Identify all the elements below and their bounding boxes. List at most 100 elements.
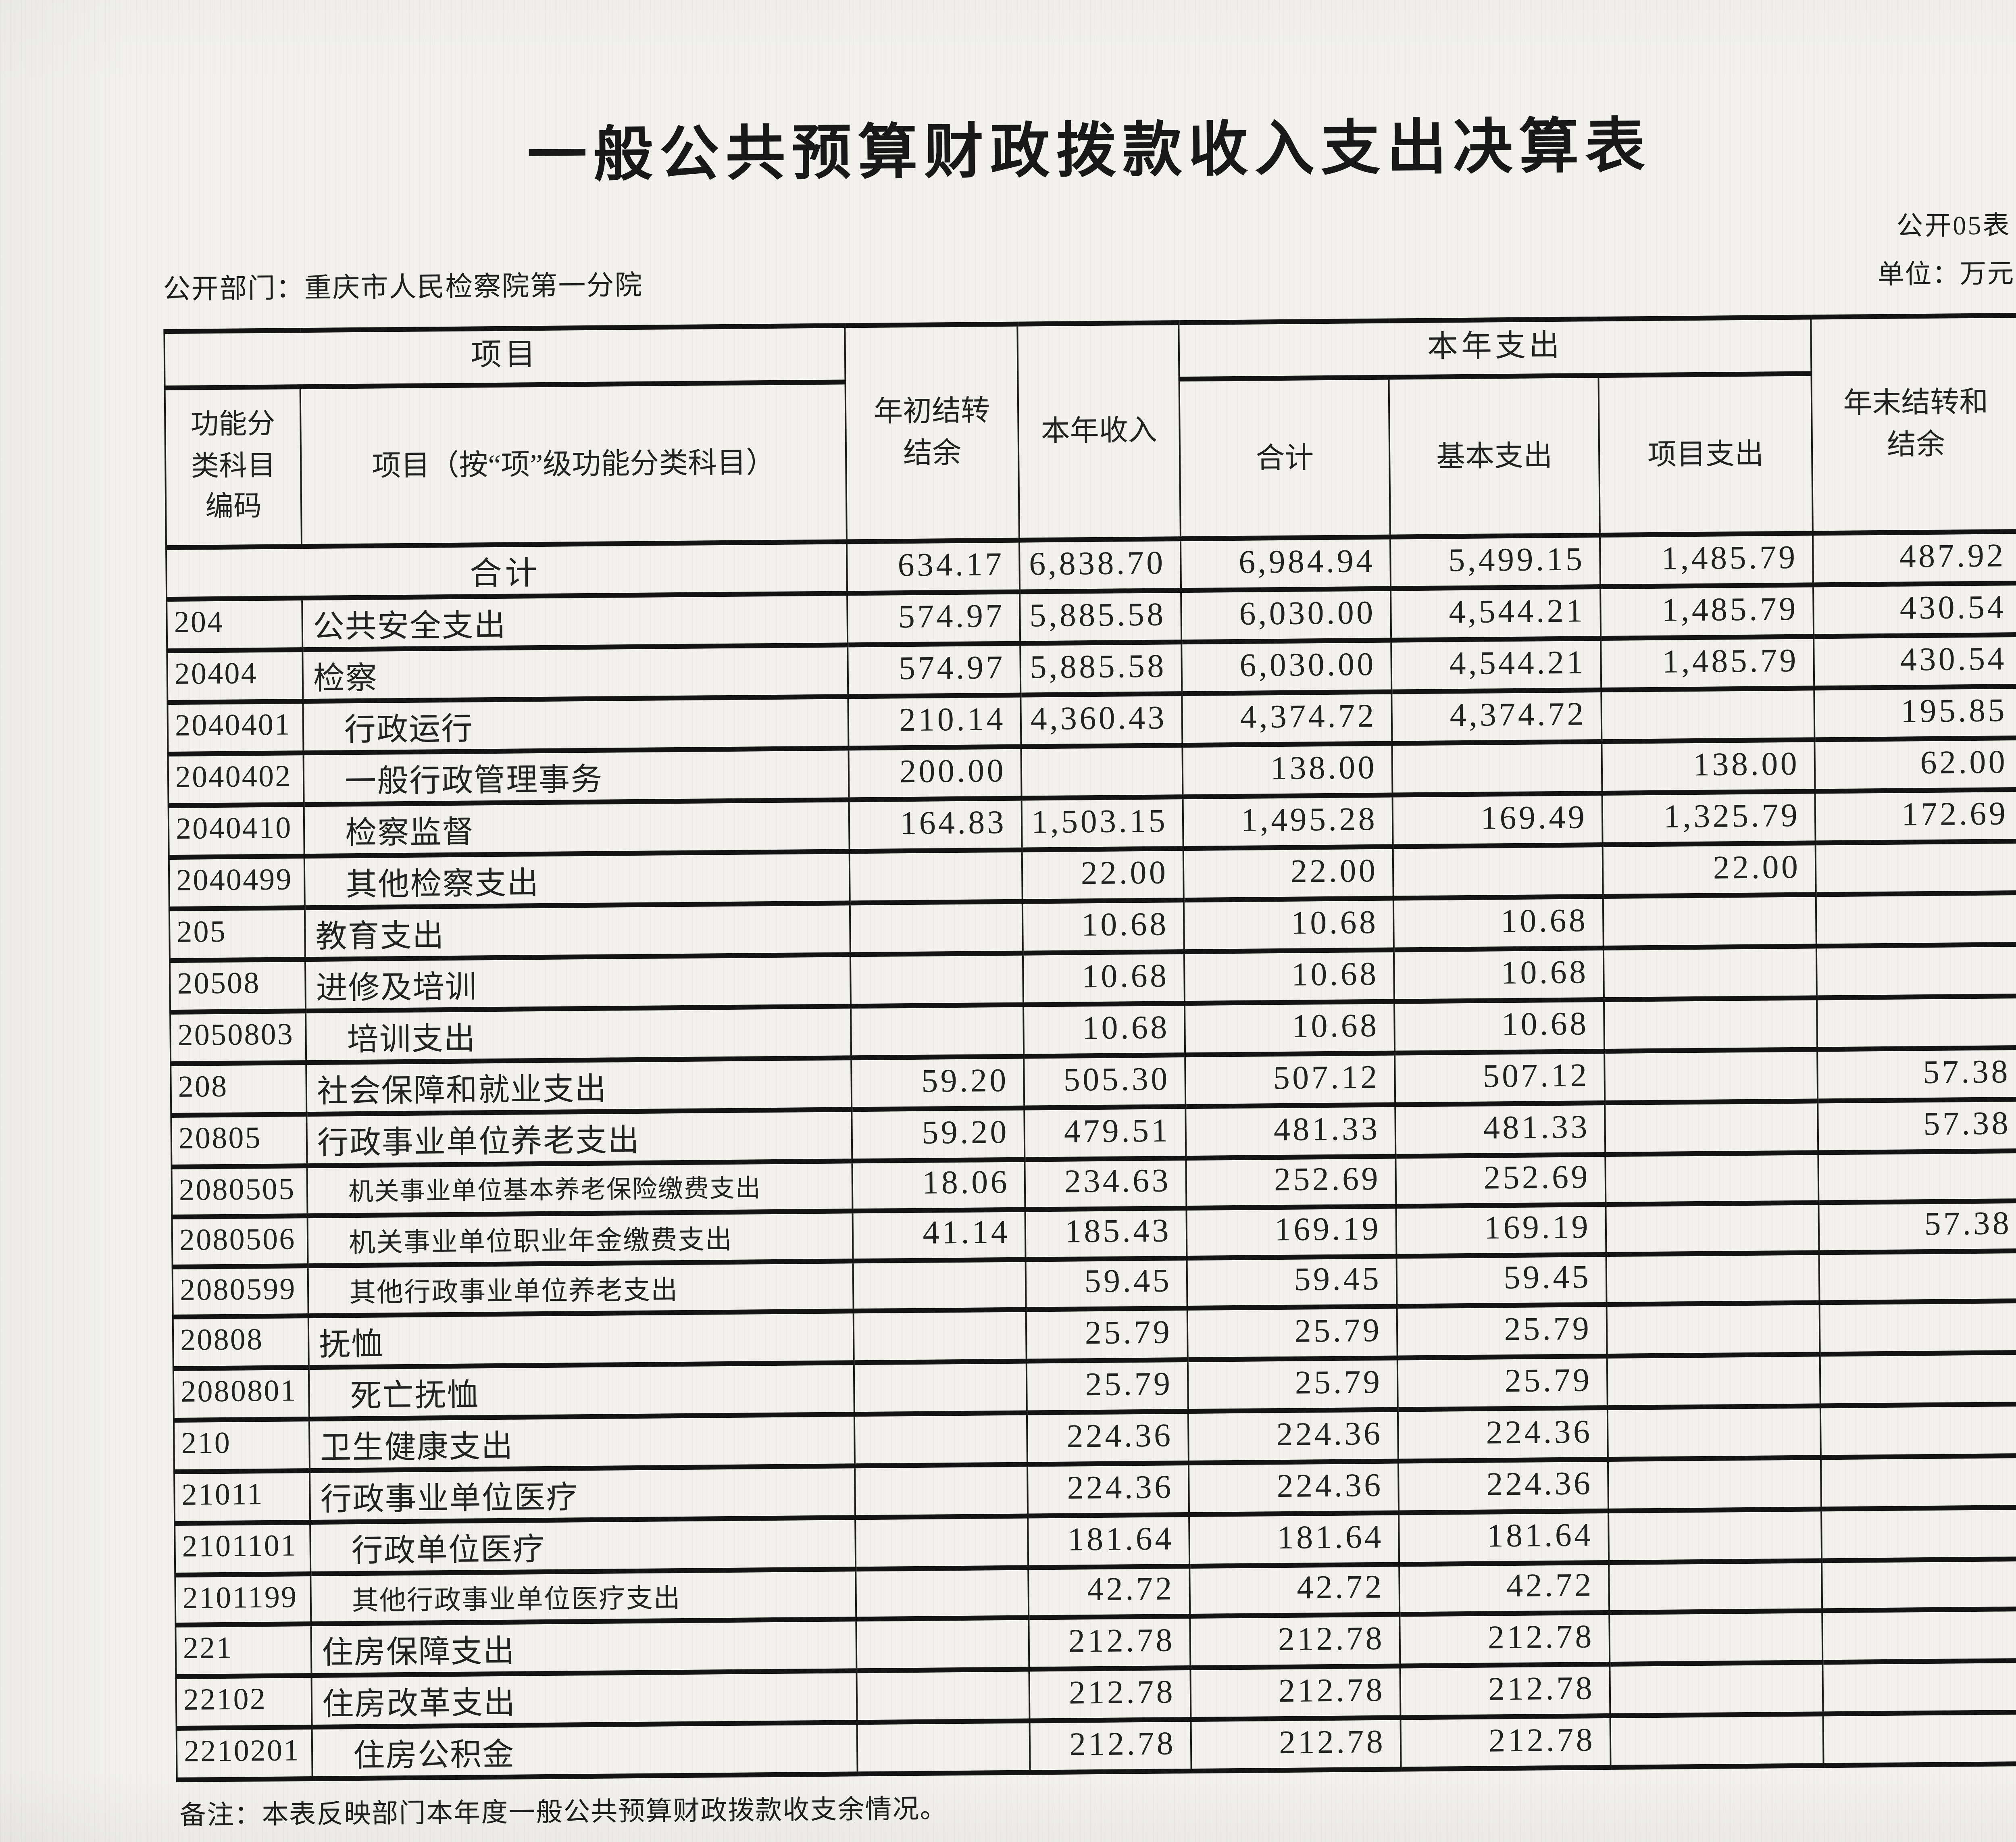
cell-value: 4,360.43 <box>1020 693 1183 746</box>
cell-value: 1,485.79 <box>1600 584 1814 638</box>
cell-value: 224.36 <box>1398 1459 1609 1513</box>
cell-value <box>1816 892 2016 946</box>
cell-value <box>1605 1100 1818 1154</box>
cell-name: 检察监督 <box>304 799 850 856</box>
cell-value: 185.43 <box>1025 1207 1187 1259</box>
cell-name: 行政事业单位养老支出 <box>306 1109 852 1165</box>
cell-value: 574.97 <box>848 642 1021 696</box>
cell-value: 6,838.70 <box>1019 538 1181 591</box>
cell-name: 社会保障和就业支出 <box>306 1057 852 1114</box>
header-expense-total: 合计 <box>1179 376 1390 538</box>
header-project-name: 项目（按“项”级功能分类科目） <box>300 381 847 546</box>
header-current-income: 本年收入 <box>1017 323 1181 540</box>
cell-name: 住房改革支出 <box>311 1670 857 1727</box>
cell-value: 252.69 <box>1395 1154 1606 1206</box>
cell-value: 212.78 <box>1191 1717 1401 1771</box>
cell-value: 1,325.79 <box>1602 790 1816 844</box>
cell-value: 507.12 <box>1185 1052 1395 1106</box>
form-number: 公开05表 <box>1896 210 2011 242</box>
cell-code: 208 <box>171 1062 307 1115</box>
cell-value: 22.00 <box>1602 842 1816 896</box>
cell-value <box>1393 844 1603 898</box>
cell-value: 224.36 <box>1188 1409 1398 1463</box>
cell-code: 2040410 <box>168 804 304 857</box>
header-basic-expense: 基本支出 <box>1389 375 1600 536</box>
cell-value: 59.45 <box>1025 1258 1187 1309</box>
cell-name: 卫生健康支出 <box>309 1414 855 1471</box>
cell-value: 4,544.21 <box>1391 586 1601 640</box>
cell-value <box>856 1617 1029 1671</box>
cell-value: 479.51 <box>1024 1106 1186 1159</box>
cell-value: 22.00 <box>1183 846 1393 900</box>
cell-name: 其他检察支出 <box>304 850 850 907</box>
cell-value: 25.79 <box>1187 1357 1398 1411</box>
cell-value: 5,499.15 <box>1390 534 1601 588</box>
cell-value: 138.00 <box>1602 739 1815 793</box>
cell-value <box>1604 997 1818 1051</box>
cell-value: 22.00 <box>1022 848 1184 901</box>
cell-code: 2080506 <box>172 1215 308 1267</box>
cell-value <box>855 1464 1028 1517</box>
cell-value: 505.30 <box>1024 1054 1186 1107</box>
cell-value: 164.83 <box>849 797 1022 851</box>
cell-value: 430.54 <box>1814 634 2016 688</box>
cell-value: 169.19 <box>1186 1206 1397 1258</box>
footer-note: 备注：本表反映部门本年度一般公共预算财政拨款收支余情况。 <box>179 1793 948 1831</box>
cell-code: 20808 <box>173 1315 309 1369</box>
cell-value: 6,030.00 <box>1181 639 1392 693</box>
cell-value <box>1610 1662 1823 1716</box>
cell-name: 住房保障支出 <box>311 1619 857 1675</box>
cell-code: 2080599 <box>172 1265 308 1317</box>
cell-name: 死亡抚恤 <box>308 1362 854 1419</box>
cell-value <box>1608 1509 1822 1563</box>
cell-name: 培训支出 <box>306 1005 852 1062</box>
cell-value: 169.19 <box>1396 1204 1606 1256</box>
cell-value: 10.68 <box>1023 1002 1185 1056</box>
cell-code: 2210201 <box>176 1727 312 1780</box>
cell-name: 机关事业单位基本养老保险缴费支出 <box>307 1160 853 1215</box>
cell-value: 59.45 <box>1396 1254 1607 1306</box>
cell-code: 2080505 <box>171 1165 308 1217</box>
cell-value <box>1607 1405 1821 1459</box>
cell-value <box>1822 1660 2016 1714</box>
cell-value: 224.36 <box>1397 1407 1608 1461</box>
cell-value: 42.72 <box>1399 1562 1610 1615</box>
cell-value: 252.69 <box>1186 1155 1396 1208</box>
cell-value: 10.68 <box>1184 949 1395 1003</box>
cell-value: 42.72 <box>1189 1564 1400 1616</box>
header-project-group: 项目 <box>164 325 846 388</box>
table-body: 合计 634.17 6,838.70 6,984.94 5,499.15 1,485.79… <box>166 531 2016 1780</box>
cell-code: 2040402 <box>168 752 304 805</box>
cell-value <box>1819 1300 2016 1354</box>
cell-code: 204 <box>167 597 303 650</box>
cell-value <box>1817 995 2016 1049</box>
cell-name: 行政运行 <box>303 696 849 752</box>
cell-code: 210 <box>173 1419 310 1472</box>
unit-label: 单位：万元 <box>1877 258 2015 290</box>
cell-name: 其他行政事业单位医疗支出 <box>310 1569 856 1624</box>
cell-value <box>856 1567 1029 1619</box>
cell-name: 进修及培训 <box>305 954 851 1011</box>
cell-name: 行政单位医疗 <box>310 1517 856 1574</box>
department-label: 公开部门：重庆市人民检察院第一分院 <box>163 270 643 305</box>
cell-value: 10.68 <box>1022 899 1184 952</box>
cell-value <box>1822 1609 2016 1663</box>
cell-value: 10.68 <box>1393 896 1604 949</box>
header-opening-balance: 年初结转结余 <box>845 324 1020 541</box>
cell-name: 一般行政管理事务 <box>303 747 849 804</box>
cell-value: 4,374.72 <box>1391 689 1602 743</box>
cell-code: 2040499 <box>169 855 305 908</box>
cell-value: 195.85 <box>1814 686 2016 739</box>
cell-value: 212.78 <box>1190 1614 1400 1668</box>
cell-code: 2040401 <box>167 700 304 754</box>
cell-value: 212.78 <box>1190 1666 1401 1719</box>
cell-value: 507.12 <box>1395 1050 1605 1104</box>
cell-value: 212.78 <box>1400 1715 1611 1769</box>
cell-name: 教育支出 <box>304 902 850 959</box>
cell-value: 212.78 <box>1400 1664 1610 1718</box>
cell-value <box>1820 1404 2016 1457</box>
cell-value <box>1609 1560 1822 1613</box>
cell-value <box>1603 894 1817 948</box>
cell-value: 10.68 <box>1185 1000 1395 1054</box>
cell-value: 1,485.79 <box>1599 532 1814 586</box>
